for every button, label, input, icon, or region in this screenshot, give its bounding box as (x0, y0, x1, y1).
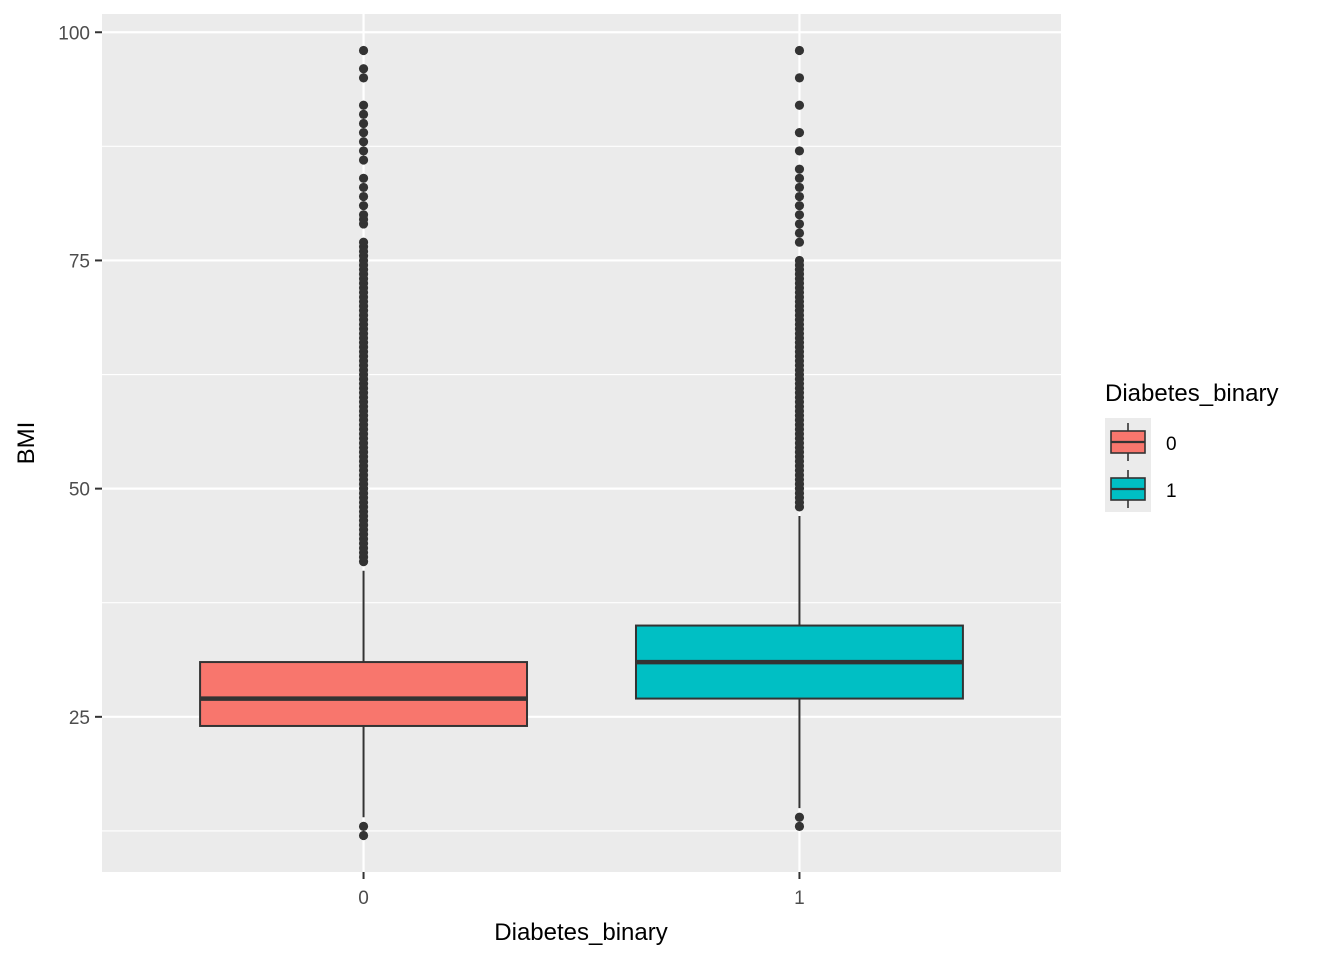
legend-label: 0 (1166, 434, 1177, 455)
outlier-point (794, 173, 805, 183)
outlier-point (358, 821, 369, 831)
x-axis-title: Diabetes_binary (494, 919, 667, 946)
outlier-point (794, 812, 805, 822)
outlier-point (358, 210, 369, 220)
outlier-point (794, 100, 805, 110)
y-tick-label: 75 (69, 251, 90, 272)
outlier-point (358, 109, 369, 120)
outlier-point (794, 255, 805, 266)
outlier-point (358, 64, 369, 74)
legend-entry-1: 1 (1110, 470, 1177, 508)
boxes (199, 45, 964, 841)
outlier-point (358, 137, 369, 147)
outlier-point (794, 45, 805, 56)
outlier-point (794, 201, 805, 211)
legend-entry-0: 0 (1110, 423, 1177, 461)
outlier-point (794, 164, 805, 174)
outlier-point (358, 201, 369, 211)
y-tick-label: 100 (58, 23, 90, 44)
outlier-point (794, 219, 805, 229)
legend-title: Diabetes_binary (1105, 380, 1278, 407)
legend-label: 1 (1166, 481, 1177, 502)
outlier-point (358, 118, 369, 129)
outlier-point (794, 210, 805, 220)
outlier-point (358, 830, 369, 841)
box-0 (199, 45, 529, 841)
y-tick-label: 25 (69, 708, 90, 729)
outlier-point (358, 182, 369, 193)
outlier-point (794, 73, 805, 83)
outlier-point (794, 128, 805, 138)
outlier-point (794, 228, 805, 238)
outlier-point (358, 155, 369, 165)
y-axis: 25 50 75 100 (58, 23, 102, 729)
outlier-point (358, 146, 369, 156)
x-tick-label: 0 (358, 888, 369, 909)
outlier-point (358, 128, 369, 138)
outlier-point (358, 73, 369, 83)
outlier-point (794, 237, 805, 247)
outlier-point (794, 191, 805, 202)
outlier-point (358, 45, 369, 56)
outlier-point (358, 237, 369, 247)
outlier-point (794, 182, 805, 193)
panel-background (102, 14, 1061, 872)
legend: Diabetes_binary 0 1 (1105, 380, 1278, 512)
outlier-point (358, 191, 369, 202)
outlier-point (358, 173, 369, 183)
y-tick-label: 50 (69, 480, 90, 501)
outlier-point (358, 100, 369, 110)
y-axis-title: BMI (13, 422, 40, 465)
outlier-point (794, 821, 805, 831)
outlier-point (794, 146, 805, 156)
box-1 (634, 45, 964, 831)
x-tick-label: 1 (794, 888, 805, 909)
minor-gridlines (102, 145, 1061, 832)
iqr-box (199, 661, 529, 727)
